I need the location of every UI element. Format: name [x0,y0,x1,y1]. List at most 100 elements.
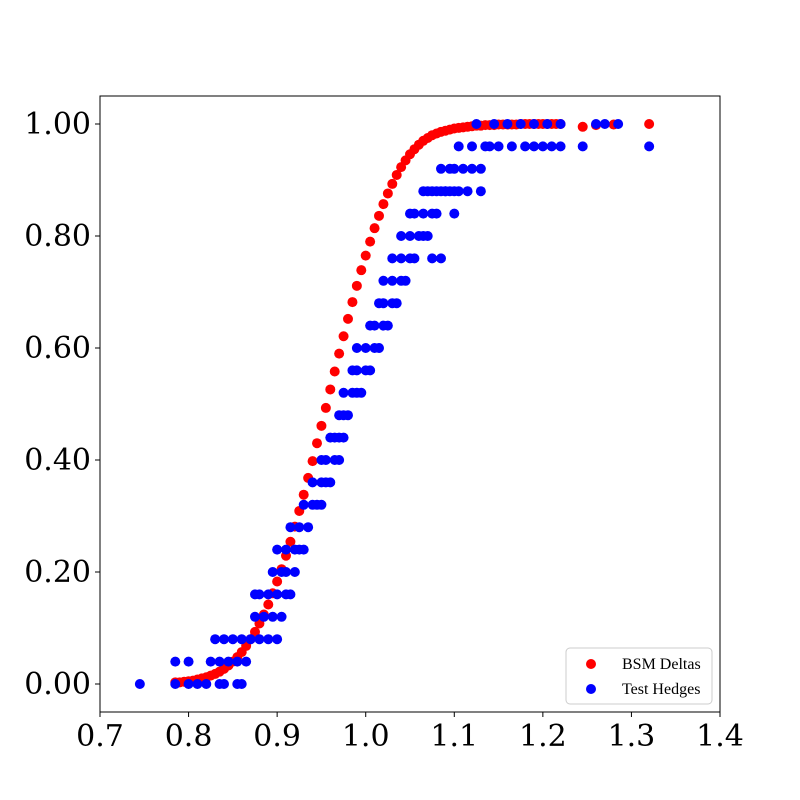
legend-marker-bsm-deltas [586,659,596,669]
point-test-hedges [462,186,473,197]
point-test-hedges [467,163,477,174]
point-test-hedges [369,320,380,331]
point-test-hedges [555,141,566,152]
point-bsm-deltas [320,402,331,413]
point-test-hedges [555,119,566,129]
point-test-hedges [356,387,367,398]
point-bsm-deltas [360,250,371,261]
point-test-hedges [285,522,296,533]
point-test-hedges [325,477,336,488]
point-test-hedges [418,208,429,219]
point-test-hedges [360,343,371,353]
point-test-hedges [285,589,296,600]
point-test-hedges [214,656,225,667]
point-test-hedges [272,544,283,555]
y-tick-label: 0.80 [24,219,91,254]
point-bsm-deltas [312,438,322,449]
y-tick-label: 1.00 [24,107,91,142]
point-test-hedges [400,275,411,286]
x-tick-label: 0.9 [253,719,301,754]
point-test-hedges [382,320,393,331]
point-test-hedges [289,567,300,577]
x-tick-label: 1.3 [608,719,656,754]
point-test-hedges [334,455,345,465]
point-test-hedges [338,432,349,443]
point-test-hedges [303,522,314,533]
point-test-hedges [205,656,216,667]
y-tick-label: 0.00 [24,667,91,702]
point-test-hedges [223,656,234,667]
point-test-hedges [276,611,287,622]
point-bsm-deltas [272,576,283,587]
point-test-hedges [599,119,610,129]
point-bsm-deltas [387,178,398,189]
point-bsm-deltas [250,626,260,637]
point-test-hedges [298,499,309,510]
legend-label-bsm-deltas: BSM Deltas [622,656,701,673]
point-test-hedges [409,208,420,219]
point-test-hedges [471,119,482,129]
point-bsm-deltas [378,199,389,210]
point-test-hedges [250,611,260,622]
legend: BSM Deltas Test Hedges [565,647,713,705]
point-test-hedges [396,231,407,241]
point-test-hedges [577,141,588,152]
point-test-hedges [294,522,305,533]
x-tick-label: 0.7 [76,719,124,754]
point-test-hedges [245,634,256,645]
point-test-hedges [515,119,526,129]
point-test-hedges [422,231,433,241]
point-test-hedges [475,186,486,197]
point-test-hedges [272,634,283,645]
point-test-hedges [351,343,362,353]
point-test-hedges [453,141,464,152]
point-test-hedges [506,141,517,152]
legend-label-test-hedges: Test Hedges [622,681,700,698]
point-test-hedges [489,119,500,129]
data-points [134,119,655,689]
point-test-hedges [436,253,446,264]
plot-frame [99,95,721,713]
point-test-hedges [267,611,278,622]
point-test-hedges [644,141,655,152]
point-bsm-deltas [577,121,588,132]
point-test-hedges [267,567,278,577]
point-test-hedges [391,298,402,309]
point-bsm-deltas [338,331,349,342]
point-bsm-deltas [316,420,327,431]
point-test-hedges [219,634,229,645]
legend-marker-test-hedges [586,684,596,694]
y-tick-label: 0.60 [24,331,91,366]
point-test-hedges [436,163,446,174]
point-test-hedges [405,231,415,241]
point-test-hedges [351,365,362,376]
point-test-hedges [232,656,243,667]
point-bsm-deltas [329,366,340,377]
point-bsm-deltas [382,188,393,199]
point-test-hedges [365,365,376,376]
point-bsm-deltas [307,456,318,467]
point-test-hedges [170,656,181,667]
point-test-hedges [338,387,349,398]
point-test-hedges [316,499,327,510]
point-test-hedges [546,141,557,152]
point-test-hedges [272,589,283,600]
point-test-hedges [467,141,477,152]
point-test-hedges [449,208,460,219]
point-test-hedges [201,679,212,689]
point-test-hedges [263,589,274,600]
point-test-hedges [343,410,353,421]
point-test-hedges [183,679,194,689]
point-test-hedges [183,656,194,667]
point-bsm-deltas [343,313,353,324]
point-test-hedges [320,455,331,465]
point-test-hedges [236,634,247,645]
point-test-hedges [192,679,203,689]
x-tick-label: 1.1 [430,719,478,754]
point-bsm-deltas [356,265,367,276]
point-test-hedges [378,298,389,309]
point-test-hedges [219,679,229,689]
point-test-hedges [613,119,624,129]
point-bsm-deltas [298,489,309,500]
